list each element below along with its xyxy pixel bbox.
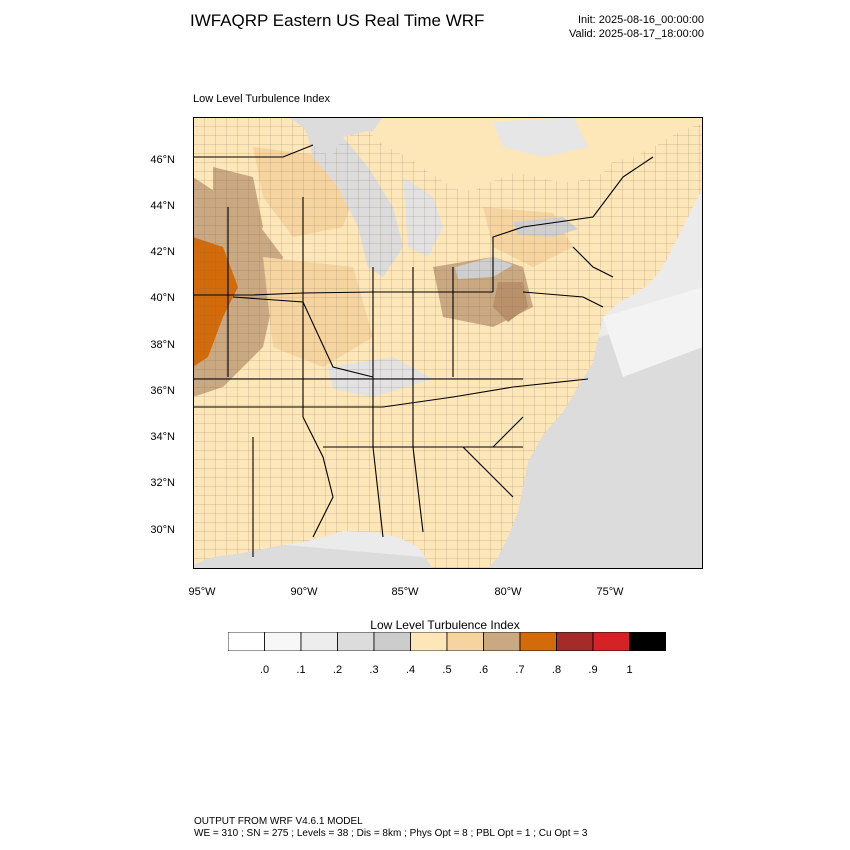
lon-label-75: 75°W [596, 586, 624, 598]
colorbar-tick-label: .5 [442, 664, 452, 676]
map-border [193, 117, 703, 569]
colorbar-swatch [519, 632, 557, 651]
colorbar-swatch [410, 632, 448, 651]
canada-cloud-area [493, 117, 588, 157]
lon-label-85: 85°W [391, 586, 419, 598]
chart-title: IWFAQRP Eastern US Real Time WRF [190, 11, 485, 30]
lat-label-30: 30°N [150, 524, 175, 536]
state-boundaries [193, 144, 654, 557]
lat-label-34: 34°N [150, 431, 175, 443]
lon-label-95: 95°W [188, 586, 216, 598]
colorbar-tick-label: .9 [588, 664, 598, 676]
colorbar-swatch [629, 632, 666, 651]
colorbar-swatch [373, 632, 411, 651]
turbulence-map [193, 117, 703, 569]
colorbar-tick-label: .8 [551, 664, 562, 676]
colorbar-tick-label: .0 [259, 664, 270, 676]
colorbar-swatch [337, 632, 375, 651]
lat-label-42: 42°N [150, 246, 175, 258]
map-subtitle: Low Level Turbulence Index [193, 93, 330, 105]
valid-time: Valid: 2025-08-17_18:00:00 [569, 28, 704, 40]
colorbar-swatch [592, 632, 630, 651]
colorbar-tick-label: .3 [369, 664, 379, 676]
colorbar-tick-label: .6 [478, 664, 489, 676]
lat-label-36: 36°N [150, 385, 175, 397]
colorbar [228, 632, 666, 651]
lat-label-40: 40°N [150, 292, 175, 304]
colorbar-swatch [556, 632, 594, 651]
colorbar-tick-label: 1 [626, 664, 633, 676]
lat-label-32: 32°N [150, 477, 175, 489]
lat-label-46: 46°N [150, 154, 175, 166]
colorbar-tick-label: .4 [405, 664, 416, 676]
colorbar-tick-label: .1 [296, 664, 306, 676]
colorbar-swatch [300, 632, 338, 651]
footer-model-line: OUTPUT FROM WRF V4.6.1 MODEL [194, 816, 363, 827]
footer-config-line: WE = 310 ; SN = 275 ; Levels = 38 ; Dis … [194, 828, 588, 839]
colorbar-swatch [483, 632, 521, 651]
colorbar-tick-label: .7 [515, 664, 525, 676]
colorbar-title: Low Level Turbulence Index [370, 618, 520, 632]
lon-label-80: 80°W [494, 586, 522, 598]
atlantic-light-band [603, 287, 703, 377]
colorbar-swatch [264, 632, 302, 651]
init-time: Init: 2025-08-16_00:00:00 [578, 14, 704, 26]
lon-label-90: 90°W [290, 586, 318, 598]
lat-label-38: 38°N [150, 339, 175, 351]
colorbar-swatch [446, 632, 484, 651]
colorbar-tick-label: .2 [332, 664, 343, 676]
colorbar-swatch [228, 632, 265, 651]
lat-label-44: 44°N [150, 200, 175, 212]
